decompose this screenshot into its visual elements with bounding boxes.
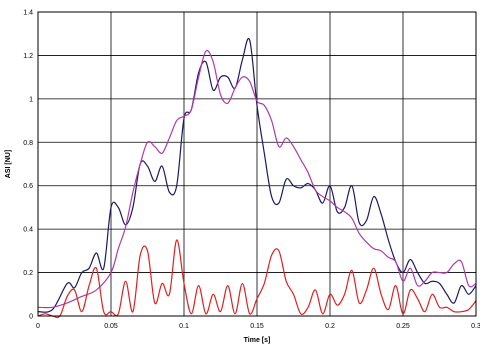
y-axis-title: ASI [NU] — [5, 150, 12, 178]
y-tick-label: 0.2 — [23, 270, 33, 277]
x-tick-label: 0.2 — [325, 323, 335, 330]
y-tick-label: 0 — [29, 314, 33, 321]
x-tick-label: 0.1 — [179, 323, 189, 330]
grid — [37, 11, 477, 317]
series-line-red — [37, 239, 477, 319]
series-line-magenta — [37, 49, 477, 309]
series-layer — [37, 37, 477, 319]
y-tick-label: 1.4 — [23, 10, 33, 17]
x-tick-label: 0.05 — [104, 323, 118, 330]
x-tick-label: 0.25 — [396, 323, 410, 330]
x-tick-label: 0 — [36, 323, 40, 330]
y-tick-label: 0.4 — [23, 227, 33, 234]
series-line-navy — [37, 37, 477, 313]
x-tick-label: 0.15 — [250, 323, 264, 330]
y-tick-label: 1 — [29, 96, 33, 103]
y-tick-label: 0.6 — [23, 183, 33, 190]
y-tick-label: 0.8 — [23, 140, 33, 147]
plot-area-frame — [37, 11, 477, 317]
y-tick-label: 1.2 — [23, 53, 33, 60]
tick-labels: 0 0.2 0.4 0.6 0.8 1 1.2 1.4 0 0.05 0.1 0.15 0.2 0.25 0… — [23, 10, 480, 331]
x-axis-title: Time [s] — [244, 337, 271, 344]
x-tick-label: 0.3 — [471, 323, 480, 330]
